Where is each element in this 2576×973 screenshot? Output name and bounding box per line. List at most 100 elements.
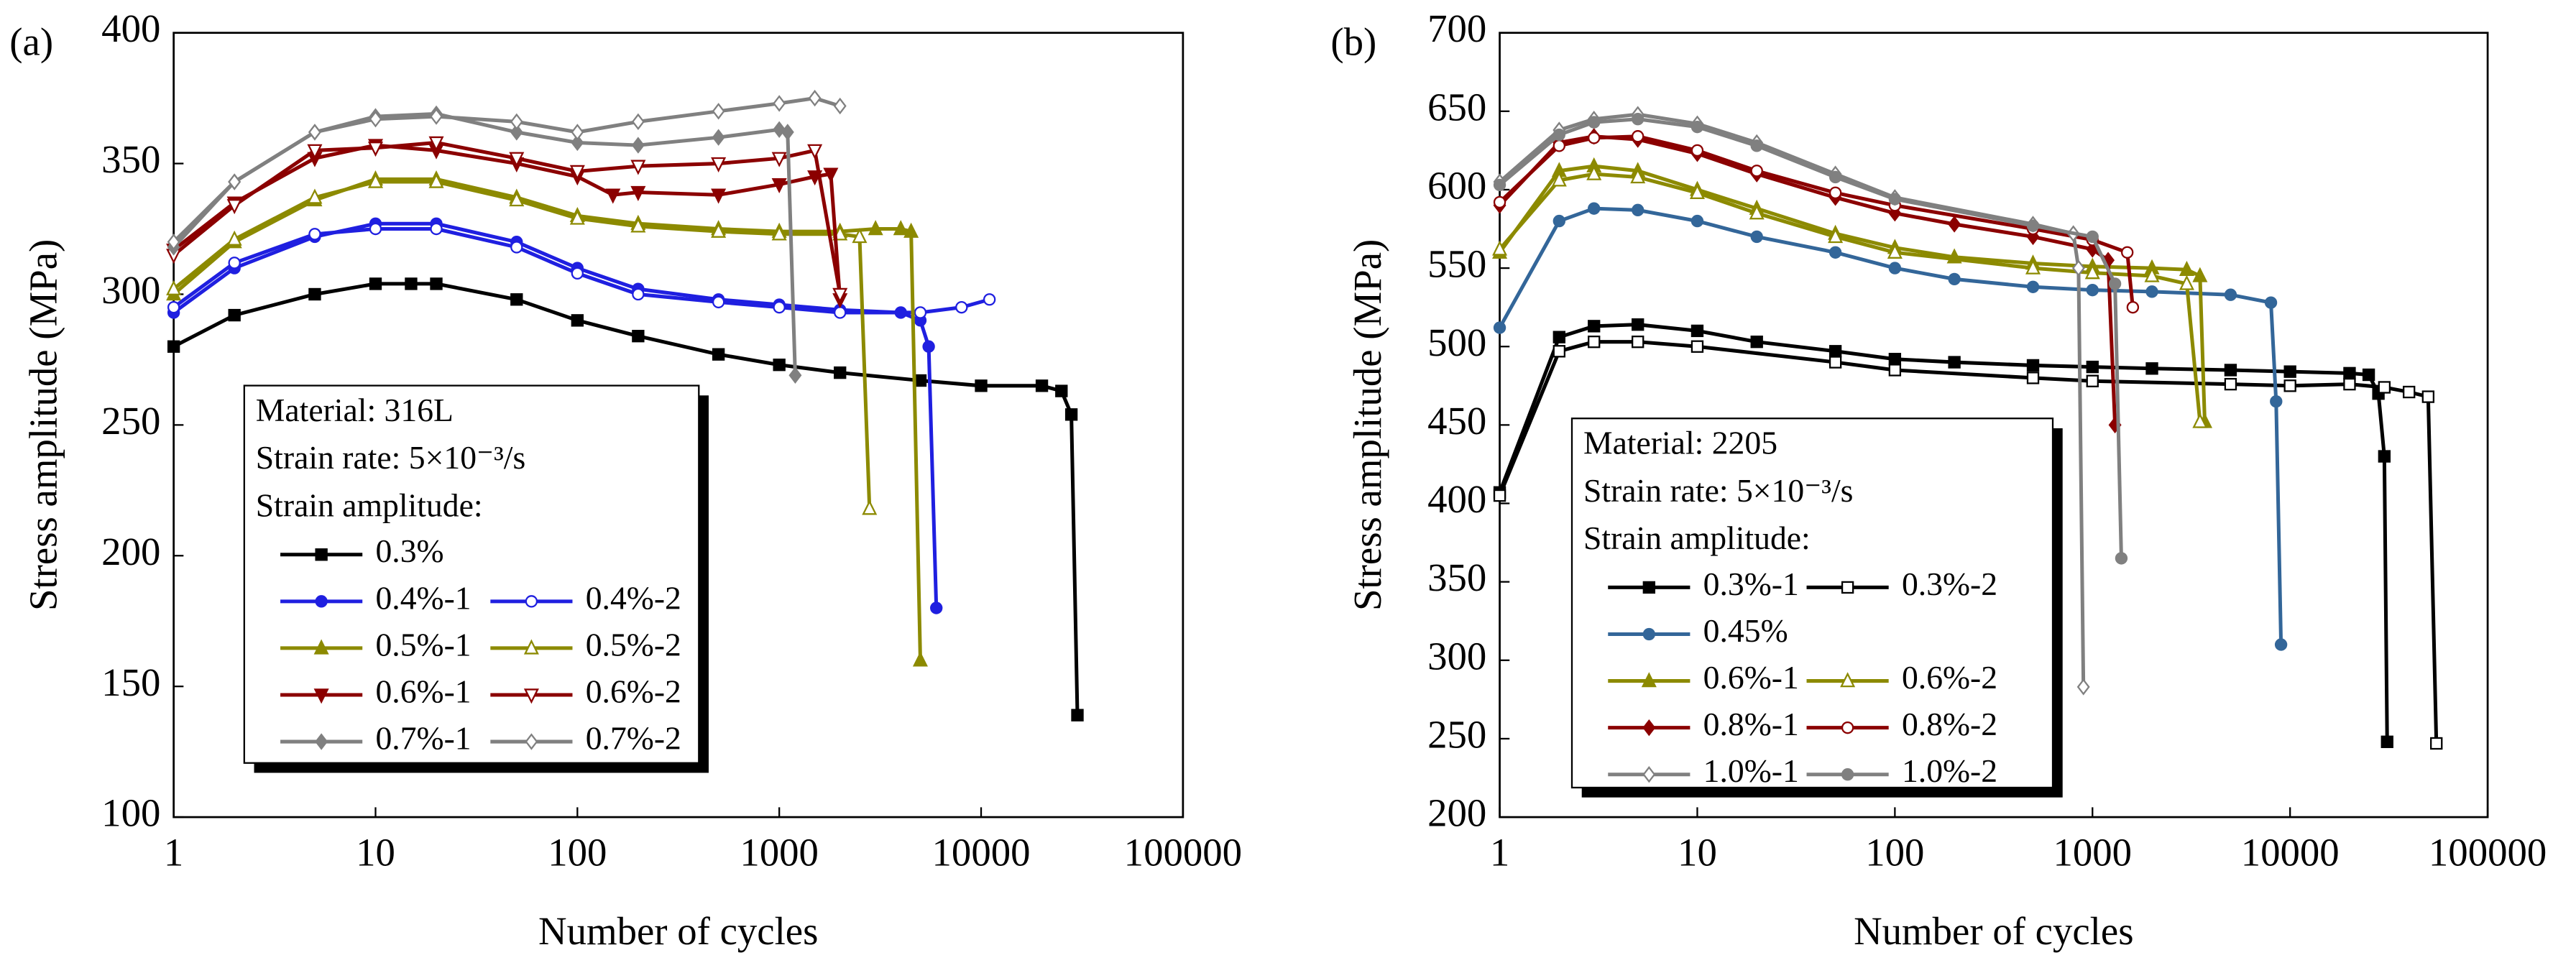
legend-label: 0.7%-1 [375,720,471,757]
data-point [571,267,584,280]
data-point [428,172,444,188]
y-tick-label: 300 [1427,634,1486,678]
legend-label: 0.3% [375,532,443,569]
legend-marker [1642,581,1656,594]
data-point [1888,193,1902,206]
data-point [1492,240,1508,256]
data-point [712,295,725,309]
y-tick-label: 400 [101,6,160,50]
data-point [1493,489,1506,502]
data-point [2121,246,2134,259]
data-point [1588,116,1601,129]
data-point [367,142,384,157]
data-point [167,300,180,314]
data-point [711,188,727,204]
data-point [2192,412,2208,428]
legend-marker [1841,721,1854,734]
data-point [1552,345,1565,358]
y-axis-label: Stress amplitude (MPa) [21,239,65,611]
data-point [571,314,584,327]
data-point [308,228,321,241]
data-point [788,366,802,384]
data-point [912,651,929,667]
data-point [2071,259,2085,277]
data-point [1828,186,1842,199]
legend-label: 1.0%-1 [1703,752,1799,789]
panel-label: (b) [1330,20,1376,64]
data-point [781,124,794,141]
x-tick-label: 100000 [2429,830,2547,874]
data-point [308,287,321,301]
data-point [1828,228,1844,244]
y-tick-label: 100 [101,791,160,835]
data-point [1948,272,1961,286]
data-point [2224,364,2237,377]
data-point [226,199,242,215]
legend-marker [1642,627,1656,641]
data-point [1588,336,1601,349]
legend-label: 0.4%-2 [586,579,681,616]
data-point [632,287,645,301]
data-point [834,366,847,379]
data-point [509,152,525,167]
data-point [1690,144,1704,157]
y-tick-label: 700 [1427,6,1486,50]
x-tick-label: 10 [1678,830,1717,874]
y-tick-label: 250 [101,399,160,443]
data-point [228,173,242,190]
y-tick-label: 150 [101,660,160,704]
legend-marker [523,639,539,655]
data-point [1632,130,1644,143]
data-point [1888,364,1902,377]
data-point [1828,246,1842,259]
legend-title: Material: 316L [256,392,454,428]
data-point [2421,390,2435,403]
data-point [1690,340,1704,353]
data-point [773,95,786,112]
data-point [2378,381,2391,394]
data-point [510,124,523,141]
legend-label: 0.8%-2 [1902,706,1997,742]
data-point [2270,395,2283,408]
y-tick-label: 500 [1427,321,1486,364]
legend-label: 0.45% [1703,612,1788,649]
legend-marker [1642,719,1656,737]
data-point [1690,120,1704,134]
series-line [1498,164,2207,423]
data-point [2430,737,2443,750]
legend-label: 0.6%-1 [1703,659,1799,696]
data-point [1551,171,1567,187]
data-point [2380,735,2393,748]
data-point [228,257,241,269]
data-point [1887,243,1903,259]
data-point [2086,283,2099,297]
x-tick-label: 10000 [2241,830,2340,874]
data-point [2076,678,2090,696]
legend-label: 0.8%-1 [1703,706,1799,742]
legend-marker [315,733,328,750]
data-point [2224,377,2237,391]
data-point [834,306,847,319]
data-point [428,136,444,152]
y-tick-label: 200 [101,530,160,573]
data-point [1690,214,1704,228]
data-point [955,300,968,314]
x-tick-label: 1000 [2053,830,2132,874]
data-point [862,499,878,515]
data-point [632,330,645,343]
legend-marker [313,688,329,704]
data-point [430,108,443,125]
legend-marker [1642,766,1656,783]
data-point [1588,132,1601,144]
data-point [922,340,935,353]
data-point [808,89,822,107]
data-point [1750,230,1763,244]
legend-marker [1840,672,1856,688]
data-point [771,177,787,194]
data-point [307,188,323,204]
data-point [405,277,418,290]
legend-title: Strain amplitude: [1583,520,1811,556]
data-point [711,222,727,238]
